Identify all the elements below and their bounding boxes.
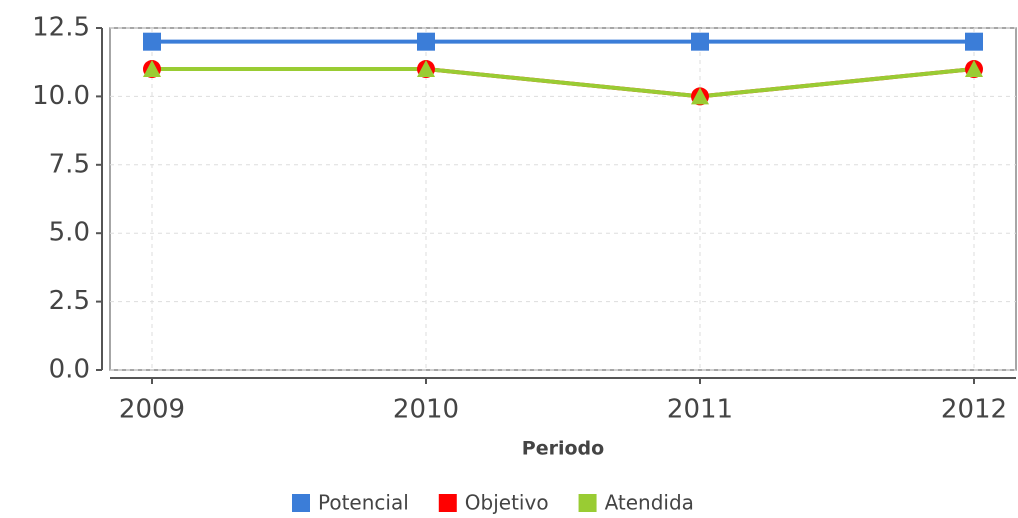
marker <box>417 60 435 78</box>
x-tick-label: 2010 <box>393 395 459 425</box>
marker <box>417 32 435 51</box>
x-tick-label: 2009 <box>119 395 185 425</box>
x-tick-label: 2012 <box>941 395 1007 425</box>
y-tick-label: 2.5 <box>49 286 90 316</box>
legend-swatch <box>292 494 310 512</box>
marker <box>143 32 161 51</box>
plot-area <box>109 27 1017 371</box>
legend-label: Potencial <box>318 491 409 515</box>
x-tick-label: 2011 <box>667 395 733 425</box>
marker <box>143 60 161 78</box>
legend-swatch <box>578 494 597 512</box>
marker <box>965 60 983 78</box>
marker <box>691 32 709 51</box>
y-tick-label: 12.5 <box>32 13 90 43</box>
legend-swatch <box>438 494 457 512</box>
y-tick-label: 0.0 <box>49 355 90 385</box>
y-tick-label: 10.0 <box>32 81 90 111</box>
marker <box>965 32 983 51</box>
x-axis-label: Periodo <box>522 438 604 460</box>
marker <box>691 87 709 105</box>
legend-label: Atendida <box>605 491 694 515</box>
series-line <box>152 67 975 99</box>
y-tick-label: 7.5 <box>49 149 90 179</box>
y-tick-label: 5.0 <box>49 218 90 248</box>
legend-label: Objetivo <box>465 491 549 515</box>
